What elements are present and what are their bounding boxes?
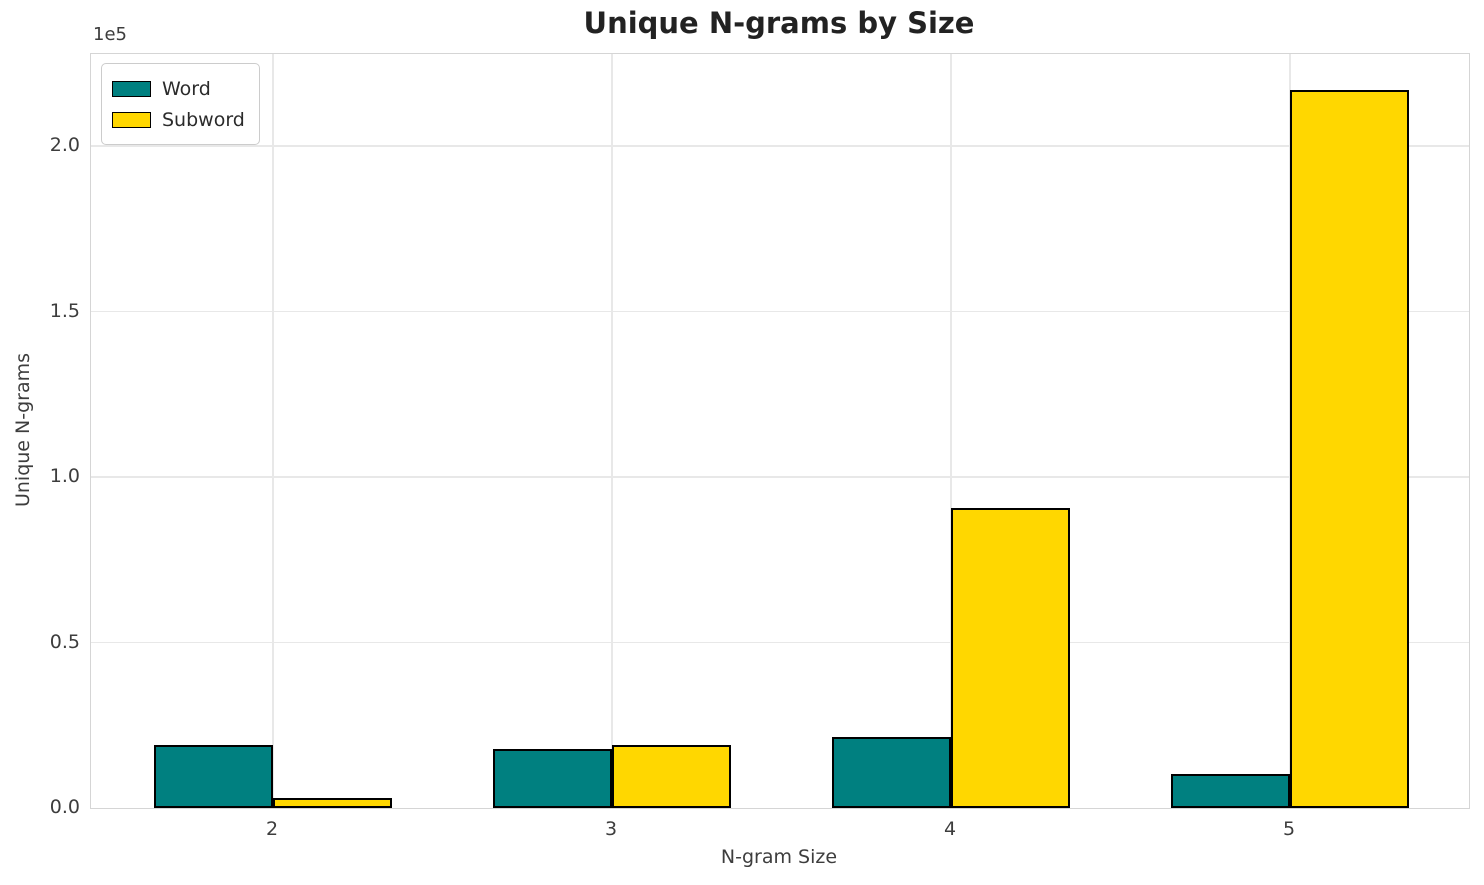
bar-subword-ngram-2	[273, 798, 392, 808]
bar-word-ngram-5	[1171, 773, 1290, 808]
legend-label-word: Word	[162, 77, 211, 100]
y-tick-1.5: 1.5	[49, 299, 80, 322]
x-tick-3: 3	[604, 818, 618, 840]
plot-area: Word Subword	[90, 53, 1470, 809]
y-tick-2.0: 2.0	[49, 134, 80, 157]
chart-title: Unique N-grams by Size	[583, 6, 975, 40]
gridline-v-2	[272, 54, 274, 808]
bar-subword-ngram-3	[612, 745, 731, 808]
bar-word-ngram-2	[154, 745, 273, 808]
y-axis-offset-label: 1e5	[93, 24, 127, 45]
gridline-h-1.0	[91, 476, 1469, 478]
legend-item-word: Word	[112, 73, 245, 104]
gridline-h-2.0	[91, 145, 1469, 147]
x-tick-4: 4	[943, 818, 957, 840]
legend-label-subword: Subword	[162, 108, 245, 131]
legend-swatch-subword	[112, 111, 151, 128]
gridline-v-3	[611, 54, 613, 808]
x-tick-5: 5	[1282, 818, 1296, 840]
y-tick-0.0: 0.0	[49, 796, 80, 818]
gridline-h-0.5	[91, 641, 1469, 644]
bar-subword-ngram-5	[1290, 89, 1409, 808]
bar-subword-ngram-4	[951, 508, 1070, 808]
legend: Word Subword	[101, 63, 260, 145]
bar-word-ngram-4	[832, 736, 951, 808]
x-tick-2: 2	[265, 818, 279, 840]
legend-item-subword: Subword	[112, 104, 245, 135]
y-tick-0.5: 0.5	[49, 630, 80, 653]
bar-word-ngram-3	[493, 749, 612, 808]
legend-swatch-word	[112, 80, 151, 97]
bars-layer	[91, 54, 1469, 808]
x-axis-label: N-gram Size	[720, 846, 838, 868]
gridline-v-4	[950, 54, 952, 808]
gridline-h-1.5	[91, 310, 1469, 313]
y-tick-1.0: 1.0	[49, 465, 80, 488]
